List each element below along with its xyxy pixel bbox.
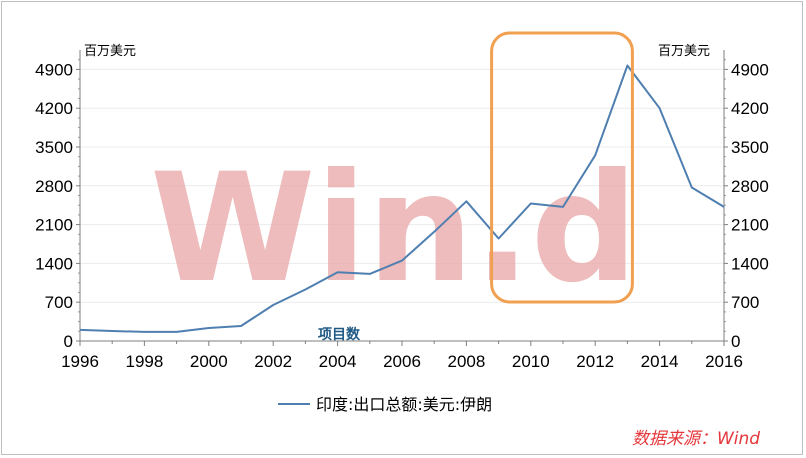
left-axis-unit: 百万美元	[84, 44, 136, 59]
y-tick-label-right: 2100	[731, 216, 769, 235]
y-tick-label-left: 0	[64, 332, 73, 351]
x-tick-label: 2000	[190, 352, 228, 371]
x-tick-label: 2004	[319, 352, 357, 371]
x-tick-label: 2016	[705, 352, 743, 371]
y-tick-label-right: 4900	[731, 60, 769, 79]
series-layer	[79, 64, 725, 333]
legend: 印度:出口总额:美元:伊朗	[278, 395, 492, 414]
y-tick-label-right: 2800	[731, 177, 769, 196]
y-tick-label-right: 3500	[731, 138, 769, 157]
x-tick-label: 2010	[512, 352, 550, 371]
y-tick-label-right: 1400	[731, 254, 769, 273]
tick-labels: 0 0 700 700 1400 1400 2100 2100 2800 2800 3500 3500…	[35, 60, 769, 371]
y-tick-label-left: 4900	[35, 60, 73, 79]
y-tick-label-right: 4200	[731, 99, 769, 118]
x-tick-label: 1998	[125, 352, 163, 371]
y-tick-label-left: 4200	[35, 99, 73, 118]
y-tick-label-right: 0	[731, 332, 740, 351]
annotation-label: 项目数	[318, 326, 361, 343]
x-tick-label: 2008	[447, 352, 485, 371]
axes	[76, 50, 728, 346]
right-axis-unit: 百万美元	[658, 44, 710, 59]
y-tick-label-right: 700	[731, 293, 759, 312]
y-tick-label-left: 2800	[35, 177, 73, 196]
y-tick-label-left: 3500	[35, 138, 73, 157]
source-note: 数据来源：Wind	[632, 429, 760, 449]
highlight-box	[490, 31, 634, 304]
x-tick-label: 2006	[383, 352, 421, 371]
x-tick-label: 2012	[576, 352, 614, 371]
y-tick-label-left: 1400	[35, 254, 73, 273]
y-tick-label-left: 2100	[35, 216, 73, 235]
legend-label: 印度:出口总额:美元:伊朗	[316, 395, 492, 414]
watermark: Win.d	[150, 142, 638, 316]
y-tick-label-left: 700	[45, 293, 73, 312]
x-tick-label: 2014	[641, 352, 679, 371]
x-tick-label: 2002	[254, 352, 292, 371]
x-tick-label: 1996	[61, 352, 99, 371]
series-line	[79, 64, 725, 333]
